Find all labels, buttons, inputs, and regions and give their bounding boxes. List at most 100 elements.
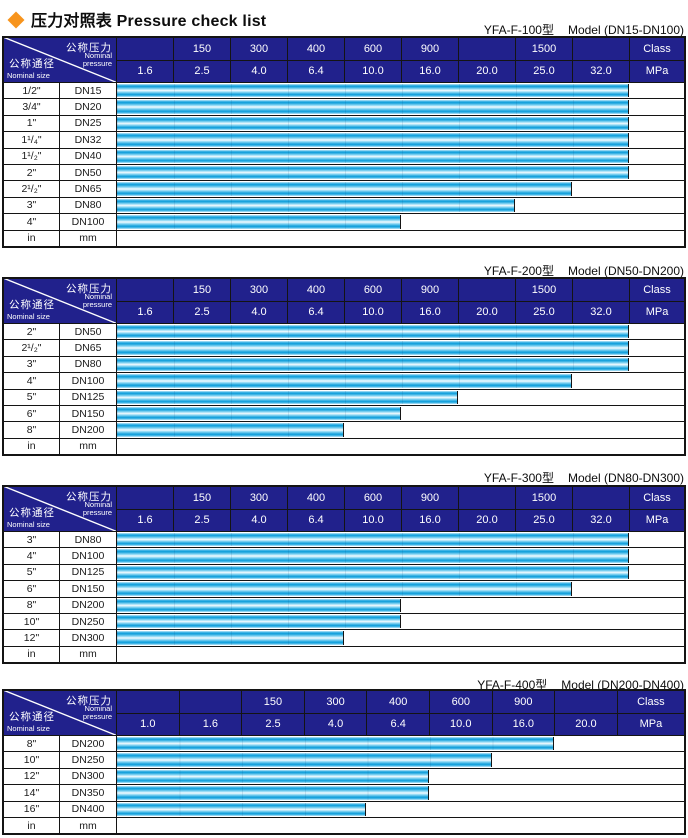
size-cell: in — [4, 230, 60, 246]
class-header-cell — [117, 691, 180, 713]
class-header-cell: 400 — [288, 279, 345, 301]
class-header-cell — [459, 487, 516, 509]
mpa-header-cell: 10.0 — [429, 713, 493, 735]
class-header-cell — [555, 691, 618, 713]
page-title-english: Pressure check list — [116, 13, 267, 30]
pressure-bar — [117, 533, 629, 547]
diagonal-header-cell: 公称压力 Nominal pressure 公称通径 Nominal size — [4, 38, 117, 82]
pressure-track — [117, 230, 684, 246]
size-label-en: Nominal size — [7, 312, 50, 321]
pressure-bar — [117, 786, 429, 800]
class-header-row: 150 300 400 600 900 1500 Class — [117, 38, 684, 60]
page-title-chinese: 压力对照表 — [31, 13, 113, 30]
class-unit-cell: Class — [617, 691, 684, 713]
dn-cell: DN32 — [60, 132, 117, 148]
mpa-header-cell: 32.0 — [573, 509, 630, 531]
size-cell: 4" — [4, 548, 60, 564]
pressure-track — [117, 164, 684, 181]
units-row: in mm — [4, 229, 684, 246]
mpa-header-cell: 32.0 — [573, 301, 630, 323]
table-row: 5" DN125 — [4, 563, 684, 581]
pressure-bar — [117, 406, 401, 421]
dn-cell: DN65 — [60, 340, 117, 356]
table-row: 12" DN300 — [4, 629, 684, 646]
units-row: in mm — [4, 816, 684, 834]
mpa-header-row: 1.6 2.5 4.0 6.4 10.0 16.0 20.0 25.0 32.0 MPa — [117, 300, 684, 323]
pressure-bar — [117, 614, 401, 629]
mpa-header-cell: 10.0 — [345, 509, 402, 531]
class-header-cell: 150 — [174, 38, 231, 60]
dn-cell: DN15 — [60, 83, 117, 99]
table-row: 1/2" DN15 — [4, 82, 684, 99]
size-cell: 2¹/₂" — [4, 340, 60, 356]
class-header-cell: 600 — [345, 487, 402, 509]
pressure-label-cn: 公称压力 — [66, 42, 112, 54]
diamond-icon — [7, 11, 25, 29]
class-header-cell — [459, 279, 516, 301]
pressure-bar — [117, 182, 572, 196]
dn-cell: mm — [60, 438, 117, 455]
size-cell: 1/2" — [4, 83, 60, 99]
size-label-en: Nominal size — [7, 71, 50, 80]
class-header-cell — [179, 691, 243, 713]
pressure-bar — [117, 390, 458, 404]
dn-cell: DN50 — [60, 164, 117, 181]
pressure-bar — [117, 325, 629, 339]
mpa-header-cell: 16.0 — [492, 713, 556, 735]
size-label-cn: 公称通径 — [9, 58, 55, 70]
size-cell: 8" — [4, 736, 60, 752]
size-cell: 10" — [4, 752, 60, 768]
class-header-cell: 900 — [402, 38, 459, 60]
pressure-bar — [117, 149, 629, 163]
class-header-cell: 900 — [402, 279, 459, 301]
pressure-track — [117, 373, 684, 389]
table-title-2: YFA-F-200型 Model (DN50-DN200) — [484, 262, 684, 279]
table-title-model: YFA-F-400型 — [477, 678, 548, 692]
mpa-header-row: 1.6 2.5 4.0 6.4 10.0 16.0 20.0 25.0 32.0 MPa — [117, 59, 684, 82]
header-columns: 150 300 400 600 900 Class 1.0 1.6 2.5 4.0 6.4 10.0 1… — [117, 691, 684, 735]
table-title-1: YFA-F-100型 Model (DN15-DN100) — [484, 21, 684, 38]
pressure-bar — [117, 769, 429, 784]
class-header-cell — [573, 38, 630, 60]
mpa-header-cell: 6.4 — [288, 509, 345, 531]
dn-cell: DN40 — [60, 148, 117, 164]
pressure-track — [117, 422, 684, 438]
pressure-label-cn: 公称压力 — [66, 283, 112, 295]
class-header-cell: 600 — [345, 279, 402, 301]
table-row: 1" DN25 — [4, 114, 684, 132]
class-header-cell — [573, 487, 630, 509]
pressure-track — [117, 801, 684, 817]
table-row: 10" DN250 — [4, 612, 684, 630]
class-header-cell: 600 — [429, 691, 493, 713]
dn-cell: DN65 — [60, 181, 117, 197]
mpa-header-cell: 25.0 — [516, 301, 573, 323]
pressure-track — [117, 564, 684, 581]
table-row: 4" DN100 — [4, 547, 684, 564]
dn-cell: mm — [60, 646, 117, 663]
dn-cell: DN350 — [60, 785, 117, 801]
pressure-track — [117, 613, 684, 630]
mpa-header-cell: 1.6 — [179, 713, 243, 735]
dn-cell: DN80 — [60, 356, 117, 373]
size-label-cn: 公称通径 — [9, 299, 55, 311]
table-row: 8" DN200 — [4, 421, 684, 438]
size-cell: in — [4, 646, 60, 663]
mpa-header-cell: 2.5 — [174, 509, 231, 531]
mpa-header-cell: 4.0 — [231, 509, 288, 531]
class-header-cell: 1500 — [516, 279, 573, 301]
dn-cell: DN100 — [60, 214, 117, 230]
pressure-bar — [117, 341, 629, 355]
mpa-header-cell: 2.5 — [242, 713, 305, 735]
table-row: 6" DN150 — [4, 580, 684, 597]
diagonal-line — [4, 38, 116, 82]
pressure-bar — [117, 165, 629, 180]
mpa-header-cell: 1.6 — [117, 509, 174, 531]
mpa-unit-cell: MPa — [630, 60, 684, 82]
class-header-cell: 300 — [304, 691, 368, 713]
mpa-header-cell: 6.4 — [367, 713, 430, 735]
dn-cell: DN50 — [60, 324, 117, 340]
header-columns: 150 300 400 600 900 1500 Class 1.6 2.5 4.0 6.4 10.0… — [117, 487, 684, 531]
table-row: 4" DN100 — [4, 372, 684, 389]
pressure-track — [117, 768, 684, 785]
class-header-cell: 1500 — [516, 38, 573, 60]
